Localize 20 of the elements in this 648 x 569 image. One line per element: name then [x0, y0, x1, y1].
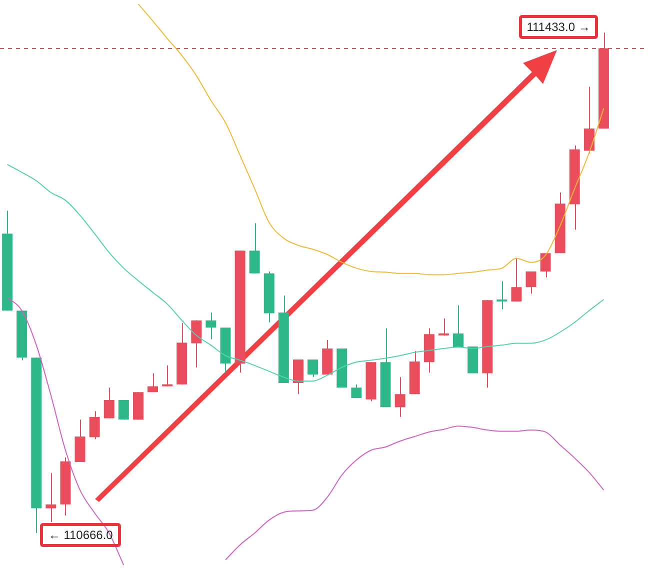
candlestick — [162, 364, 173, 387]
candlestick — [351, 384, 362, 399]
candlestick — [89, 410, 100, 440]
candlestick — [206, 312, 216, 340]
candlestick — [511, 258, 522, 302]
candlestick — [292, 359, 304, 395]
candlestick — [46, 472, 56, 523]
candlestick — [148, 372, 158, 393]
candlestick — [249, 222, 260, 274]
candlestick — [104, 387, 114, 419]
candlestick — [584, 86, 594, 154]
candlestick — [438, 318, 449, 336]
candlestick — [540, 252, 551, 278]
candlestick — [191, 320, 202, 368]
candlestick — [394, 376, 406, 418]
candlestick — [496, 280, 508, 310]
candlestick — [453, 304, 464, 348]
annotation: 111433.0 → — [518, 14, 598, 39]
candlestick — [308, 359, 318, 378]
candlestick — [526, 270, 536, 294]
